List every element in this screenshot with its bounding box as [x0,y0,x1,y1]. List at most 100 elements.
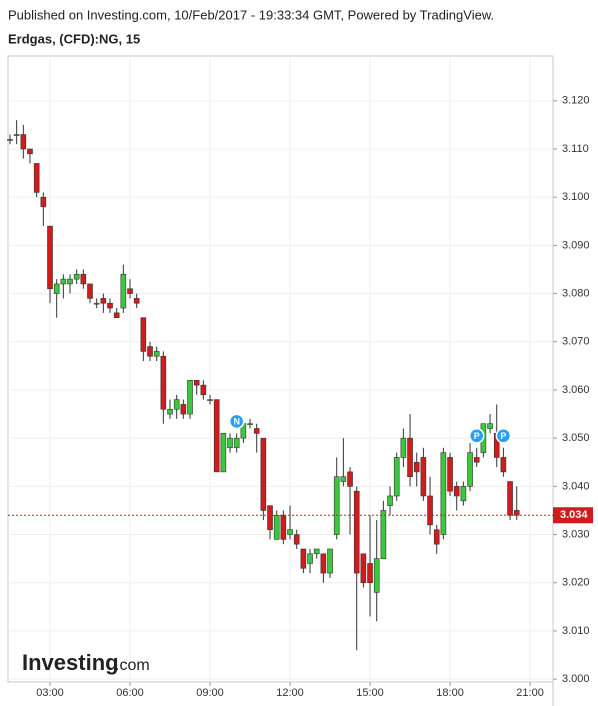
candle-body [473,457,480,463]
candle-body [127,288,133,294]
candle-body [367,563,373,584]
candle-body [220,433,227,473]
candle-body [47,225,53,290]
candle-body [407,437,413,478]
candle-body [160,355,167,410]
candle-body [167,408,173,415]
candle-body [27,148,33,155]
candle-body [260,437,267,511]
event-marker [495,428,512,444]
candle-body [467,452,473,487]
candle-body [320,553,327,574]
x-tick-label: 12:00 [276,687,304,699]
candles [7,120,520,651]
y-tick-label: 3.120 [562,95,590,107]
candle-body [53,283,60,294]
candle-body [353,490,360,574]
candle-body [213,399,220,473]
y-tick-label: 3.010 [562,625,590,637]
candle-body [513,510,520,516]
x-tick-label: 03:00 [36,687,64,699]
candle-body [153,351,160,357]
candle-body [420,457,427,497]
candle-body [247,423,253,425]
grid: 3.000 3.010 3.020 3.030 3.040 3.050 3.060 3.070… [8,56,590,699]
candle-body [147,346,153,357]
candle-body [307,553,313,564]
candle-body [253,428,260,434]
candle-body [360,553,367,584]
source-note: Published on Investing.com, 10/Feb/2017 … [8,7,494,22]
candle-body [233,437,240,449]
x-tick-label: 18:00 [436,687,464,699]
candle-body [280,514,287,540]
candle-body [300,548,307,569]
x-tick-label: 09:00 [196,687,224,699]
candle-body [140,317,147,352]
candle-body [267,505,273,531]
candle-body [180,404,187,415]
y-tick-label: 3.040 [562,480,590,492]
plot-frame [7,55,554,683]
candle-body [33,163,40,193]
candle-body [120,274,127,309]
y-tick-label: 3.050 [562,432,590,444]
candle-body [460,486,467,502]
candle-body [333,476,340,535]
candle-body [313,548,320,555]
candle-body [273,514,280,540]
event-marker-label: P [500,431,506,441]
candle-body [193,380,200,386]
candle-body [427,495,433,526]
chart-title: Erdgas, (CFD):NG, 15 [8,31,140,46]
candle-body [93,302,100,305]
candle-body [187,380,193,415]
event-marker [468,428,485,444]
last-price-box [553,507,593,524]
candle-body [373,558,380,593]
y-tick-label: 3.080 [562,287,590,299]
y-tick-label: 3.100 [562,191,590,203]
x-tick-label: 15:00 [356,687,384,699]
x-tick-label: 06:00 [116,687,144,699]
candle-body [287,529,293,535]
x-tick-label: 21:00 [516,687,544,699]
candle-body [393,457,400,497]
candle-body [507,481,513,516]
candle-body [73,274,80,280]
event-marker-label: N [233,417,240,427]
logo-suffix: .com [115,657,150,674]
candle-body [67,278,73,285]
candle-body [387,495,393,506]
candle-body [13,134,20,136]
candle-body [487,423,493,429]
candle-body [80,274,87,285]
candle-body [227,437,233,449]
candle-body [500,457,507,473]
overlay: Investing .com 3.034 N P P [8,413,593,675]
candle-body [413,461,420,473]
candle-body [113,312,120,318]
y-tick-label: 3.070 [562,336,590,348]
event-marker [228,413,245,430]
candle-body [133,298,140,304]
candle-body [173,399,180,410]
candle-body [207,399,213,401]
candle-body [293,534,300,545]
candle-body [433,529,440,545]
candle-body [447,457,453,492]
y-tick-label: 3.060 [562,384,590,396]
candle-body [347,471,353,487]
candle-body [380,510,387,559]
candle-body [200,384,207,396]
candle-body [327,548,333,574]
candle-body [107,302,113,309]
y-tick-label: 3.110 [562,143,589,155]
candle-body [20,134,27,150]
candle-body [7,139,13,141]
candle-body [340,476,347,482]
candle-body [40,196,47,208]
candle-body [453,486,460,497]
candle-body [87,283,93,299]
